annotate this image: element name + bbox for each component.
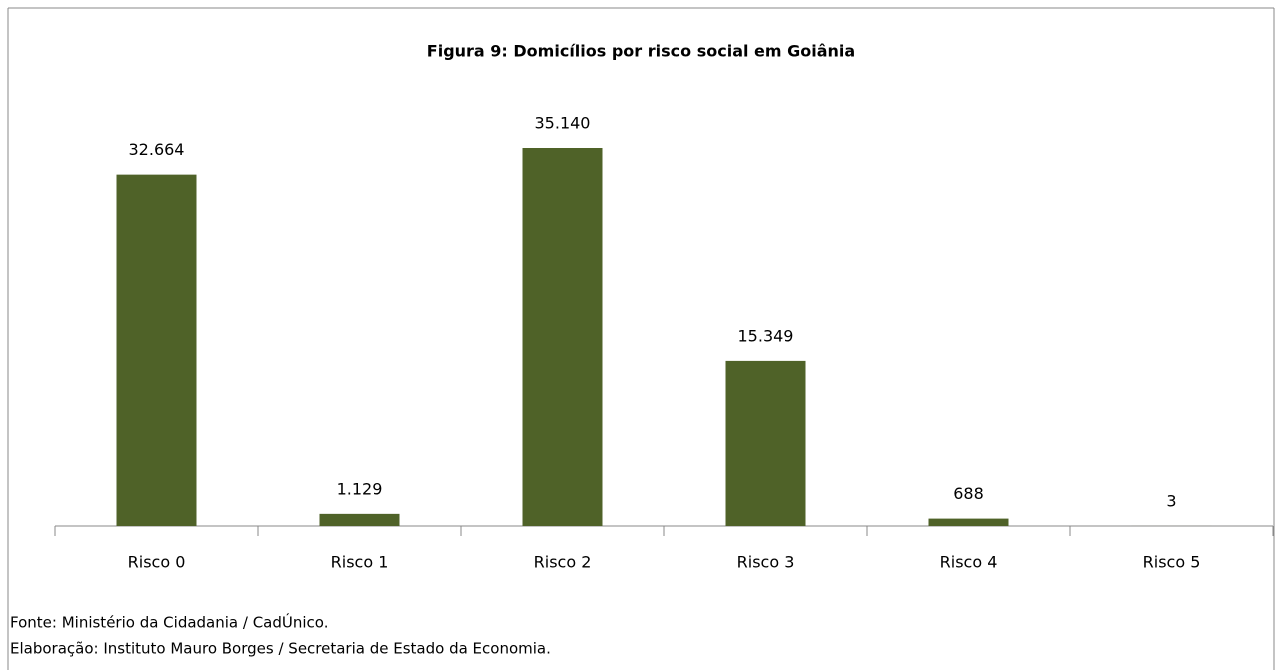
- bar: [319, 513, 400, 526]
- source-note: Fonte: Ministério da Cidadania / CadÚnic…: [10, 613, 328, 632]
- data-label: 35.140: [535, 114, 591, 133]
- data-label: 15.349: [738, 326, 794, 345]
- data-label: 1.129: [337, 479, 383, 498]
- bar: [522, 148, 603, 526]
- bar: [725, 360, 806, 526]
- data-label: 3: [1166, 491, 1176, 510]
- x-tick-label: Risco 3: [737, 553, 795, 572]
- data-label: 32.664: [129, 140, 185, 159]
- bar: [928, 518, 1009, 526]
- x-tick-label: Risco 1: [331, 553, 389, 572]
- x-tick-label: Risco 2: [534, 553, 592, 572]
- x-tick-label: Risco 0: [128, 553, 186, 572]
- x-tick-label: Risco 4: [940, 553, 998, 572]
- x-tick-label: Risco 5: [1143, 553, 1201, 572]
- chart-title: Figura 9: Domicílios por risco social em…: [427, 42, 855, 61]
- data-label: 688: [953, 484, 984, 503]
- credit-note: Elaboração: Instituto Mauro Borges / Sec…: [10, 640, 551, 658]
- bar: [116, 174, 197, 526]
